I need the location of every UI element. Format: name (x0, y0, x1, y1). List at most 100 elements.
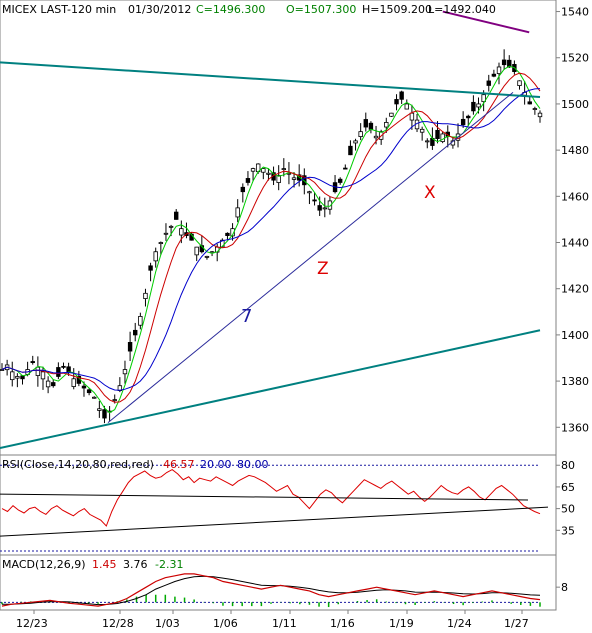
candle-body (337, 178, 343, 183)
rsi-panel-frame (0, 454, 557, 556)
rsi-y-tick-label: 80 (561, 459, 575, 472)
price-y-tick-label: 1360 (561, 421, 589, 434)
candle-body (363, 119, 368, 128)
rsi-y-tick-label: 50 (561, 503, 575, 516)
header-high: H=1509.200 (362, 3, 432, 16)
candle-body (373, 135, 379, 139)
candle-body (158, 242, 164, 245)
candle-body (348, 145, 353, 156)
x-tick-label: 1/27 (504, 617, 529, 630)
candle-body (10, 371, 15, 381)
candle-body (481, 94, 486, 103)
candle-body (322, 207, 327, 210)
candle-body (56, 367, 61, 377)
candle-body (517, 80, 522, 86)
macd-label-hist: -2.31 (155, 558, 183, 571)
candle-body (476, 103, 481, 108)
macd-label-macd: 1.45 (92, 558, 117, 571)
candle-body (35, 366, 41, 376)
candle-body (435, 129, 440, 139)
rsi-label-high: 80.00 (237, 458, 269, 471)
ma-mid-line (1, 72, 541, 403)
macd-line (1, 573, 541, 607)
price-y-tick-label: 1540 (561, 6, 589, 19)
rsi-y-tick-label: 35 (561, 524, 575, 537)
x-tick-label: 1/16 (330, 617, 355, 630)
candle-body (389, 112, 394, 117)
rsi-y-tick-label: 65 (561, 481, 575, 494)
header-low: L=1492.040 (428, 3, 496, 16)
candle-body (179, 228, 184, 236)
x-tick-label: 1/06 (213, 617, 238, 630)
x-tick-label: 1/03 (155, 617, 180, 630)
macd-label-name: MACD(12,26,9) (2, 558, 86, 571)
candle-body (440, 133, 445, 143)
rsi-line (1, 469, 541, 527)
candle-body (112, 399, 117, 401)
rsi-trendline-upper (0, 493, 529, 501)
price-y-tick-label: 1400 (561, 329, 589, 342)
candle-body (460, 118, 466, 126)
header-symbol: MICEX LAST-120 min (2, 3, 116, 16)
x-tick-label: 1/19 (389, 617, 414, 630)
candle-body (225, 232, 230, 236)
price-panel-frame (0, 0, 557, 456)
candle-body (409, 112, 415, 121)
candle-body (127, 342, 133, 352)
candle-body (240, 186, 246, 193)
candle-body (491, 73, 497, 77)
x-tick-label: 1/24 (447, 617, 472, 630)
candle-body (419, 128, 425, 133)
rsi-layer: 35 50 65 80 (0, 459, 575, 552)
price-y-tick-label: 1460 (561, 190, 589, 203)
candle-body (230, 228, 235, 237)
candle-body (307, 191, 312, 194)
candle-body (97, 408, 102, 411)
price-layer: 1360 1380 1400 1420 1440 1460 1480 1500 1520 1540 (0, 6, 589, 450)
candle-body (143, 292, 148, 299)
price-y-tick-label: 1500 (561, 98, 589, 111)
candle-body (527, 101, 532, 105)
macd-panel-frame (0, 554, 557, 611)
candle-body (404, 103, 409, 110)
candle-body (384, 122, 389, 128)
candle-body (235, 207, 240, 218)
candle-body (245, 178, 251, 183)
candle-body (250, 168, 256, 172)
candle-body (71, 378, 76, 387)
candle-body (368, 122, 374, 130)
candle-body (276, 175, 281, 183)
candle-body (327, 200, 333, 210)
candle-body (266, 172, 271, 175)
candle-body (153, 251, 158, 262)
candle-body (148, 265, 153, 271)
annotation-7: 7 (241, 306, 252, 327)
header-date: 01/30/2012 (128, 3, 191, 16)
trendline-upper-teal (0, 61, 541, 99)
candle-body (204, 255, 210, 258)
candle-body (312, 199, 317, 202)
candle-body (122, 369, 128, 375)
candle-body (343, 167, 348, 170)
candle-body (532, 108, 538, 110)
candle-body (501, 59, 507, 66)
price-y-tick-label: 1380 (561, 375, 589, 388)
candle-body (81, 385, 87, 389)
ma-slow-line (1, 88, 541, 391)
candle-body (45, 380, 51, 388)
candle-body (291, 177, 297, 180)
candle-body (0, 369, 5, 371)
candle-body (353, 140, 358, 144)
candle-body (302, 175, 307, 186)
candle-body (15, 376, 20, 379)
annotation-z: Z (317, 259, 329, 279)
macd-y-tick-label: 8 (561, 581, 568, 594)
candle-body (466, 115, 471, 119)
price-y-tick-label: 1420 (561, 283, 589, 296)
candle-body (61, 365, 66, 368)
candle-body (51, 382, 56, 387)
macd-label-signal: 3.76 (123, 558, 148, 571)
price-y-tick-label: 1520 (561, 52, 589, 65)
candle-body (261, 168, 266, 173)
